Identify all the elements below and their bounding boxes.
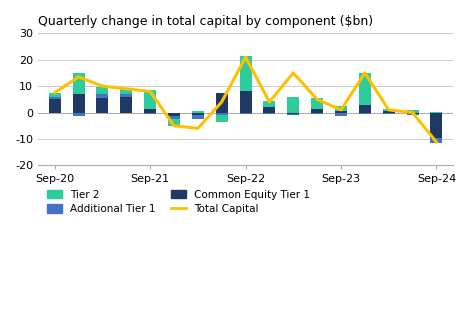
- Bar: [335, 106, 347, 111]
- Bar: [430, 112, 442, 113]
- Bar: [96, 87, 108, 94]
- Bar: [144, 90, 156, 109]
- Bar: [335, 111, 347, 113]
- Bar: [311, 113, 323, 114]
- Bar: [263, 101, 275, 107]
- Bar: [49, 97, 61, 99]
- Bar: [359, 73, 371, 104]
- Bar: [72, 73, 85, 94]
- Bar: [192, 115, 204, 119]
- Bar: [216, 113, 228, 115]
- Bar: [144, 113, 156, 114]
- Bar: [383, 109, 394, 111]
- Bar: [359, 104, 371, 113]
- Bar: [240, 113, 252, 114]
- Bar: [96, 94, 108, 98]
- Bar: [49, 93, 61, 97]
- Bar: [287, 97, 299, 113]
- Text: Quarterly change in total capital by component ($bn): Quarterly change in total capital by com…: [38, 15, 373, 28]
- Bar: [240, 91, 252, 113]
- Bar: [263, 113, 275, 114]
- Bar: [192, 113, 204, 115]
- Bar: [407, 113, 419, 114]
- Bar: [216, 115, 228, 122]
- Bar: [120, 94, 132, 97]
- Legend: Tier 2, Additional Tier 1, Common Equity Tier 1, Total Capital: Tier 2, Additional Tier 1, Common Equity…: [43, 186, 315, 218]
- Bar: [287, 114, 299, 115]
- Bar: [72, 94, 85, 113]
- Bar: [49, 99, 61, 113]
- Bar: [287, 113, 299, 114]
- Bar: [168, 119, 180, 126]
- Bar: [430, 113, 442, 138]
- Bar: [383, 113, 394, 114]
- Bar: [96, 98, 108, 113]
- Bar: [407, 114, 419, 115]
- Bar: [430, 138, 442, 143]
- Bar: [120, 97, 132, 113]
- Bar: [263, 107, 275, 113]
- Bar: [240, 56, 252, 91]
- Bar: [216, 93, 228, 113]
- Bar: [335, 113, 347, 117]
- Bar: [311, 98, 323, 109]
- Bar: [359, 113, 371, 114]
- Bar: [383, 111, 394, 113]
- Bar: [311, 109, 323, 113]
- Bar: [168, 113, 180, 117]
- Bar: [168, 117, 180, 119]
- Bar: [120, 89, 132, 94]
- Bar: [192, 111, 204, 113]
- Bar: [407, 110, 419, 113]
- Bar: [144, 109, 156, 113]
- Bar: [72, 113, 85, 117]
